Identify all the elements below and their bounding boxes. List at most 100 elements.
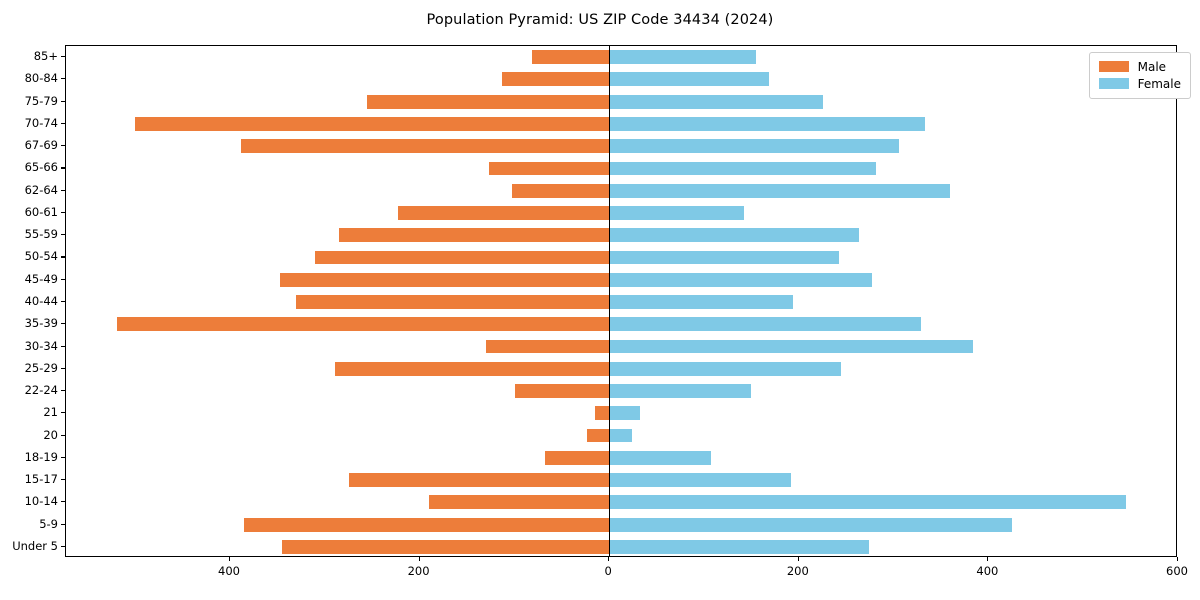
y-tick-mark: [61, 256, 65, 258]
y-tick-mark: [61, 145, 65, 147]
x-tick-label: 200: [786, 564, 809, 578]
bar-row: [66, 517, 1176, 532]
bar-row: [66, 117, 1176, 131]
y-tick-mark: [61, 390, 65, 392]
y-tick-label: 80-84: [24, 71, 58, 86]
bar-row: [66, 317, 1176, 332]
bar-male[interactable]: [397, 206, 610, 220]
bar-female[interactable]: [609, 361, 842, 376]
bars-layer: [66, 46, 1176, 556]
legend-swatch-male: [1098, 61, 1129, 72]
bar-row: [66, 139, 1176, 154]
bar-female[interactable]: [609, 250, 839, 265]
y-tick-label: 15-17: [24, 472, 58, 487]
bar-female[interactable]: [609, 428, 632, 443]
bar-male[interactable]: [241, 139, 610, 154]
bar-female[interactable]: [609, 339, 974, 354]
bar-male[interactable]: [587, 428, 610, 443]
bar-row: [66, 384, 1176, 398]
bar-row: [66, 473, 1176, 487]
bar-female[interactable]: [609, 473, 792, 487]
y-tick-label: 65-66: [24, 160, 58, 175]
bar-male[interactable]: [349, 473, 610, 487]
bar-row: [66, 539, 1176, 554]
bar-female[interactable]: [609, 539, 869, 554]
bar-row: [66, 339, 1176, 354]
y-tick-mark: [61, 167, 65, 169]
bar-female[interactable]: [609, 517, 1013, 532]
bar-female[interactable]: [609, 206, 744, 220]
y-tick-label: 67-69: [24, 138, 58, 153]
bar-male[interactable]: [532, 50, 610, 65]
y-tick-label: 75-79: [24, 93, 58, 108]
bar-female[interactable]: [609, 72, 770, 87]
bar-male[interactable]: [339, 228, 610, 243]
y-tick-mark: [61, 56, 65, 58]
bar-female[interactable]: [609, 272, 872, 287]
x-tick-mark: [1177, 557, 1179, 561]
bar-row: [66, 228, 1176, 243]
bar-male[interactable]: [502, 72, 610, 87]
bar-male[interactable]: [594, 406, 610, 421]
y-tick-label: 18-19: [24, 449, 58, 464]
bar-female[interactable]: [609, 50, 757, 65]
x-tick-mark: [608, 557, 610, 561]
bar-male[interactable]: [282, 539, 610, 554]
bar-female[interactable]: [609, 117, 925, 131]
x-tick-label: 200: [407, 564, 430, 578]
y-tick-mark: [61, 367, 65, 369]
bar-row: [66, 94, 1176, 109]
bar-male[interactable]: [135, 117, 610, 131]
bar-female[interactable]: [609, 161, 876, 176]
bar-male[interactable]: [117, 317, 610, 332]
bar-female[interactable]: [609, 228, 859, 243]
y-tick-label: 21: [43, 405, 58, 420]
bar-female[interactable]: [609, 406, 641, 421]
bar-male[interactable]: [244, 517, 610, 532]
legend-item-female[interactable]: Female: [1098, 75, 1181, 92]
y-tick-label: 35-39: [24, 316, 58, 331]
legend-item-male[interactable]: Male: [1098, 58, 1181, 75]
bar-male[interactable]: [315, 250, 610, 265]
bar-row: [66, 361, 1176, 376]
zero-axis-line: [609, 46, 611, 556]
bar-row: [66, 272, 1176, 287]
bar-male[interactable]: [429, 495, 610, 510]
bar-male[interactable]: [511, 183, 610, 198]
bar-female[interactable]: [609, 317, 922, 332]
y-tick-label: 85+: [33, 49, 58, 64]
bar-female[interactable]: [609, 295, 794, 309]
plot-area: [65, 45, 1177, 557]
y-tick-label: 25-29: [24, 360, 58, 375]
y-tick-mark: [61, 501, 65, 503]
bar-row: [66, 206, 1176, 220]
y-tick-label: 50-54: [24, 249, 58, 264]
y-tick-mark: [61, 122, 65, 124]
bar-row: [66, 50, 1176, 65]
bar-male[interactable]: [296, 295, 610, 309]
bar-male[interactable]: [515, 384, 610, 398]
bar-male[interactable]: [280, 272, 610, 287]
y-tick-label: 40-44: [24, 294, 58, 308]
y-tick-mark: [61, 189, 65, 191]
y-tick-mark: [61, 545, 65, 547]
bar-row: [66, 495, 1176, 510]
bar-female[interactable]: [609, 384, 752, 398]
bar-male[interactable]: [367, 94, 610, 109]
chart-legend: Male Female: [1088, 52, 1191, 99]
bar-row: [66, 183, 1176, 198]
bar-female[interactable]: [609, 183, 951, 198]
x-tick-label: 400: [976, 564, 999, 578]
bar-male[interactable]: [485, 339, 610, 354]
bar-male[interactable]: [544, 450, 610, 465]
x-tick-mark: [418, 557, 420, 561]
bar-female[interactable]: [609, 139, 900, 154]
bar-female[interactable]: [609, 94, 824, 109]
bar-male[interactable]: [488, 161, 610, 176]
bar-male[interactable]: [335, 361, 610, 376]
x-tick-label: 600: [1166, 564, 1188, 578]
bar-female[interactable]: [609, 450, 711, 465]
bar-row: [66, 450, 1176, 465]
bar-female[interactable]: [609, 495, 1126, 510]
x-tick-mark: [229, 557, 231, 561]
